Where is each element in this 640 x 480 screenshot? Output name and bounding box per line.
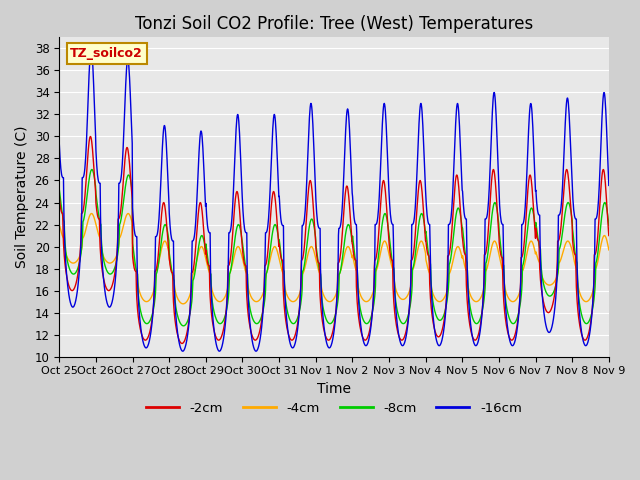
-2cm (240, 257, 248, 263)
-8cm (178, 322, 186, 328)
-8cm (605, 222, 612, 228)
-16cm (56, 141, 63, 146)
-2cm (179, 341, 186, 347)
-16cm (540, 312, 548, 318)
-16cm (178, 348, 186, 354)
-4cm (164, 248, 172, 254)
-8cm (420, 218, 428, 224)
-16cm (605, 182, 612, 188)
Line: -4cm: -4cm (60, 214, 609, 304)
-2cm (178, 341, 186, 347)
-2cm (56, 193, 63, 199)
Legend: -2cm, -4cm, -8cm, -16cm: -2cm, -4cm, -8cm, -16cm (141, 397, 527, 420)
-4cm (605, 247, 612, 253)
-2cm (492, 185, 500, 191)
Line: -8cm: -8cm (60, 169, 609, 326)
-16cm (239, 214, 247, 219)
-2cm (420, 216, 428, 222)
-4cm (492, 240, 500, 245)
-4cm (56, 221, 63, 227)
-2cm (164, 245, 172, 251)
-4cm (420, 244, 428, 250)
Title: Tonzi Soil CO2 Profile: Tree (West) Temperatures: Tonzi Soil CO2 Profile: Tree (West) Temp… (135, 15, 533, 33)
-16cm (420, 150, 428, 156)
-16cm (252, 348, 260, 354)
-2cm (87, 133, 95, 139)
-4cm (178, 300, 186, 306)
-16cm (492, 106, 500, 112)
Line: -16cm: -16cm (60, 48, 609, 351)
-2cm (540, 302, 548, 308)
-4cm (540, 278, 548, 284)
-2cm (605, 233, 612, 239)
-4cm (179, 301, 187, 307)
-8cm (88, 167, 95, 172)
-8cm (492, 201, 500, 207)
-8cm (240, 251, 248, 256)
Line: -2cm: -2cm (60, 136, 609, 344)
Y-axis label: Soil Temperature (C): Soil Temperature (C) (15, 126, 29, 268)
-8cm (180, 323, 188, 329)
-8cm (164, 235, 172, 241)
-8cm (540, 284, 548, 290)
-16cm (87, 46, 95, 51)
-4cm (124, 211, 132, 216)
-16cm (164, 190, 172, 196)
Text: TZ_soilco2: TZ_soilco2 (70, 47, 143, 60)
-8cm (56, 186, 63, 192)
X-axis label: Time: Time (317, 382, 351, 396)
-4cm (240, 262, 248, 267)
